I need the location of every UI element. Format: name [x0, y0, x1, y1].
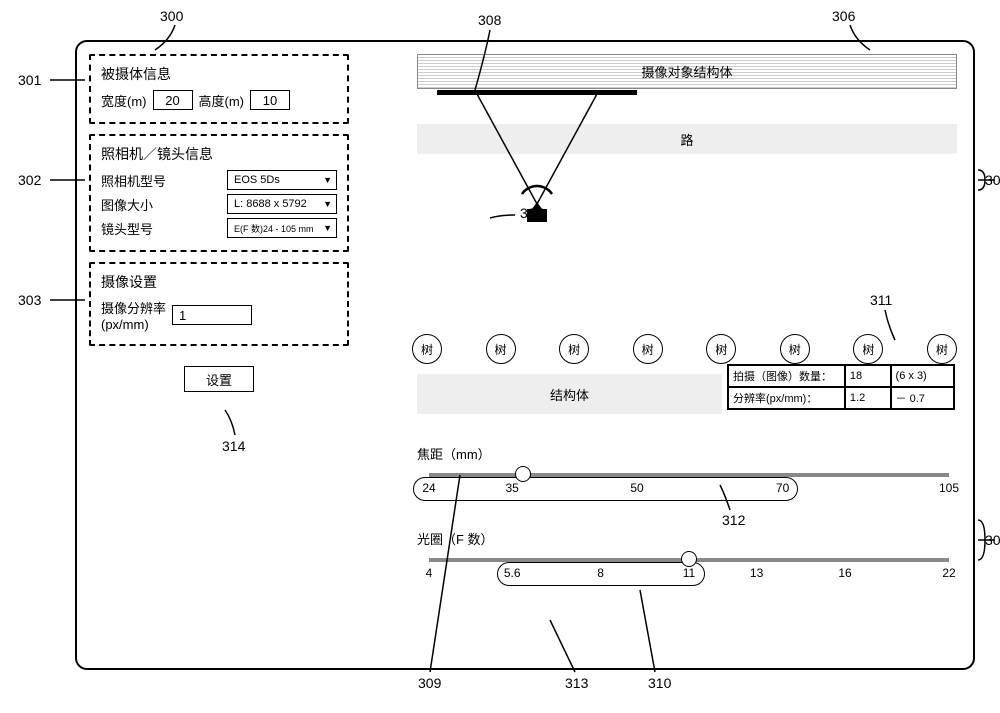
aperture-thumb[interactable] [681, 551, 697, 567]
shots-label: 拍摄（图像）数量： [728, 365, 845, 387]
height-label: 高度(m) [199, 91, 245, 110]
callout-303: 303 [18, 292, 41, 308]
focal-ticks: 24 35 50 70 105 [429, 481, 949, 509]
shots-grid: (6 x 3) [891, 365, 954, 387]
tree-icon: 树 [559, 334, 589, 364]
subject-info-box: 被摄体信息 宽度(m) 20 高度(m) 10 [89, 54, 349, 124]
callout-314: 314 [222, 438, 245, 454]
callout-311: 311 [870, 292, 892, 308]
target-structure: 摄像对象结构体 [417, 54, 957, 89]
callout-308: 308 [478, 12, 501, 28]
left-panel: 被摄体信息 宽度(m) 20 高度(m) 10 照相机／镜头信息 照相机型号 E… [89, 54, 349, 392]
camera-model-select[interactable]: EOS 5Ds▼ [227, 170, 337, 190]
tree-icon: 树 [853, 334, 883, 364]
shots-value: 18 [845, 365, 891, 387]
callout-309: 309 [418, 675, 441, 691]
res-out-max: 1.2 [845, 387, 891, 409]
callout-313: 313 [565, 675, 588, 691]
structure-box: 结构体 [417, 374, 722, 414]
road-label: 路 [680, 130, 693, 149]
target-structure-label: 摄像对象结构体 [641, 62, 732, 81]
chevron-down-icon: ▼ [323, 175, 332, 185]
focal-slider[interactable] [429, 473, 949, 477]
tree-icon: 树 [633, 334, 663, 364]
chevron-down-icon: ▼ [323, 199, 332, 209]
subject-info-title: 被摄体信息 [101, 64, 337, 84]
resolution-label-1: 摄像分辨率 [101, 298, 166, 317]
callout-302: 302 [18, 172, 41, 188]
width-input[interactable]: 20 [153, 90, 193, 110]
callout-310: 310 [648, 675, 671, 691]
resolution-label-2: (px/mm) [101, 317, 166, 332]
tree-icon: 树 [486, 334, 516, 364]
res-out-label: 分辨率(px/mm)： [728, 387, 845, 409]
focal-thumb[interactable] [515, 466, 531, 482]
lens-model-select[interactable]: E(F 数)24 - 105 mm▼ [227, 218, 337, 238]
capture-settings-title: 摄像设置 [101, 272, 337, 292]
set-button[interactable]: 设置 [184, 366, 254, 392]
resolution-input[interactable]: 1 [172, 305, 252, 325]
app-frame: 被摄体信息 宽度(m) 20 高度(m) 10 照相机／镜头信息 照相机型号 E… [75, 40, 975, 670]
callout-312: 312 [722, 512, 745, 528]
camera-info-box: 照相机／镜头信息 照相机型号 EOS 5Ds▼ 图像大小 L: 8688 x 5… [89, 134, 349, 252]
tree-icon: 树 [706, 334, 736, 364]
camera-info-title: 照相机／镜头信息 [101, 144, 337, 164]
slider-area: 焦距（mm） 24 35 50 70 105 光圈（F 数） 4 5.6 [417, 444, 957, 594]
capture-settings-box: 摄像设置 摄像分辨率 (px/mm) 1 [89, 262, 349, 346]
structure-label: 结构体 [550, 385, 589, 404]
callout-307: 307 [520, 205, 543, 221]
width-label: 宽度(m) [101, 91, 147, 110]
chevron-down-icon: ▼ [323, 223, 332, 233]
tree-icon: 树 [780, 334, 810, 364]
tree-icon: 树 [412, 334, 442, 364]
tree-row: 树 树 树 树 树 树 树 树 [412, 334, 957, 364]
callout-300: 300 [160, 8, 183, 24]
res-out-min: － 0.7 [891, 387, 954, 409]
image-size-select[interactable]: L: 8688 x 5792▼ [227, 194, 337, 214]
callout-306: 306 [832, 8, 855, 24]
height-input[interactable]: 10 [250, 90, 290, 110]
camera-model-label: 照相机型号 [101, 171, 166, 190]
aperture-ticks: 4 5.6 8 11 13 16 22 [429, 566, 949, 594]
callout-304: 304 [985, 172, 1000, 188]
tree-icon: 树 [927, 334, 957, 364]
focal-label: 焦距（mm） [417, 444, 957, 463]
aperture-label: 光圈（F 数） [417, 529, 957, 548]
info-table: 拍摄（图像）数量： 18 (6 x 3) 分辨率(px/mm)： 1.2 － 0… [727, 364, 955, 410]
callout-301: 301 [18, 72, 41, 88]
lens-model-label: 镜头型号 [101, 219, 153, 238]
aperture-slider[interactable] [429, 558, 949, 562]
callout-305: 305 [985, 532, 1000, 548]
image-size-label: 图像大小 [101, 195, 153, 214]
